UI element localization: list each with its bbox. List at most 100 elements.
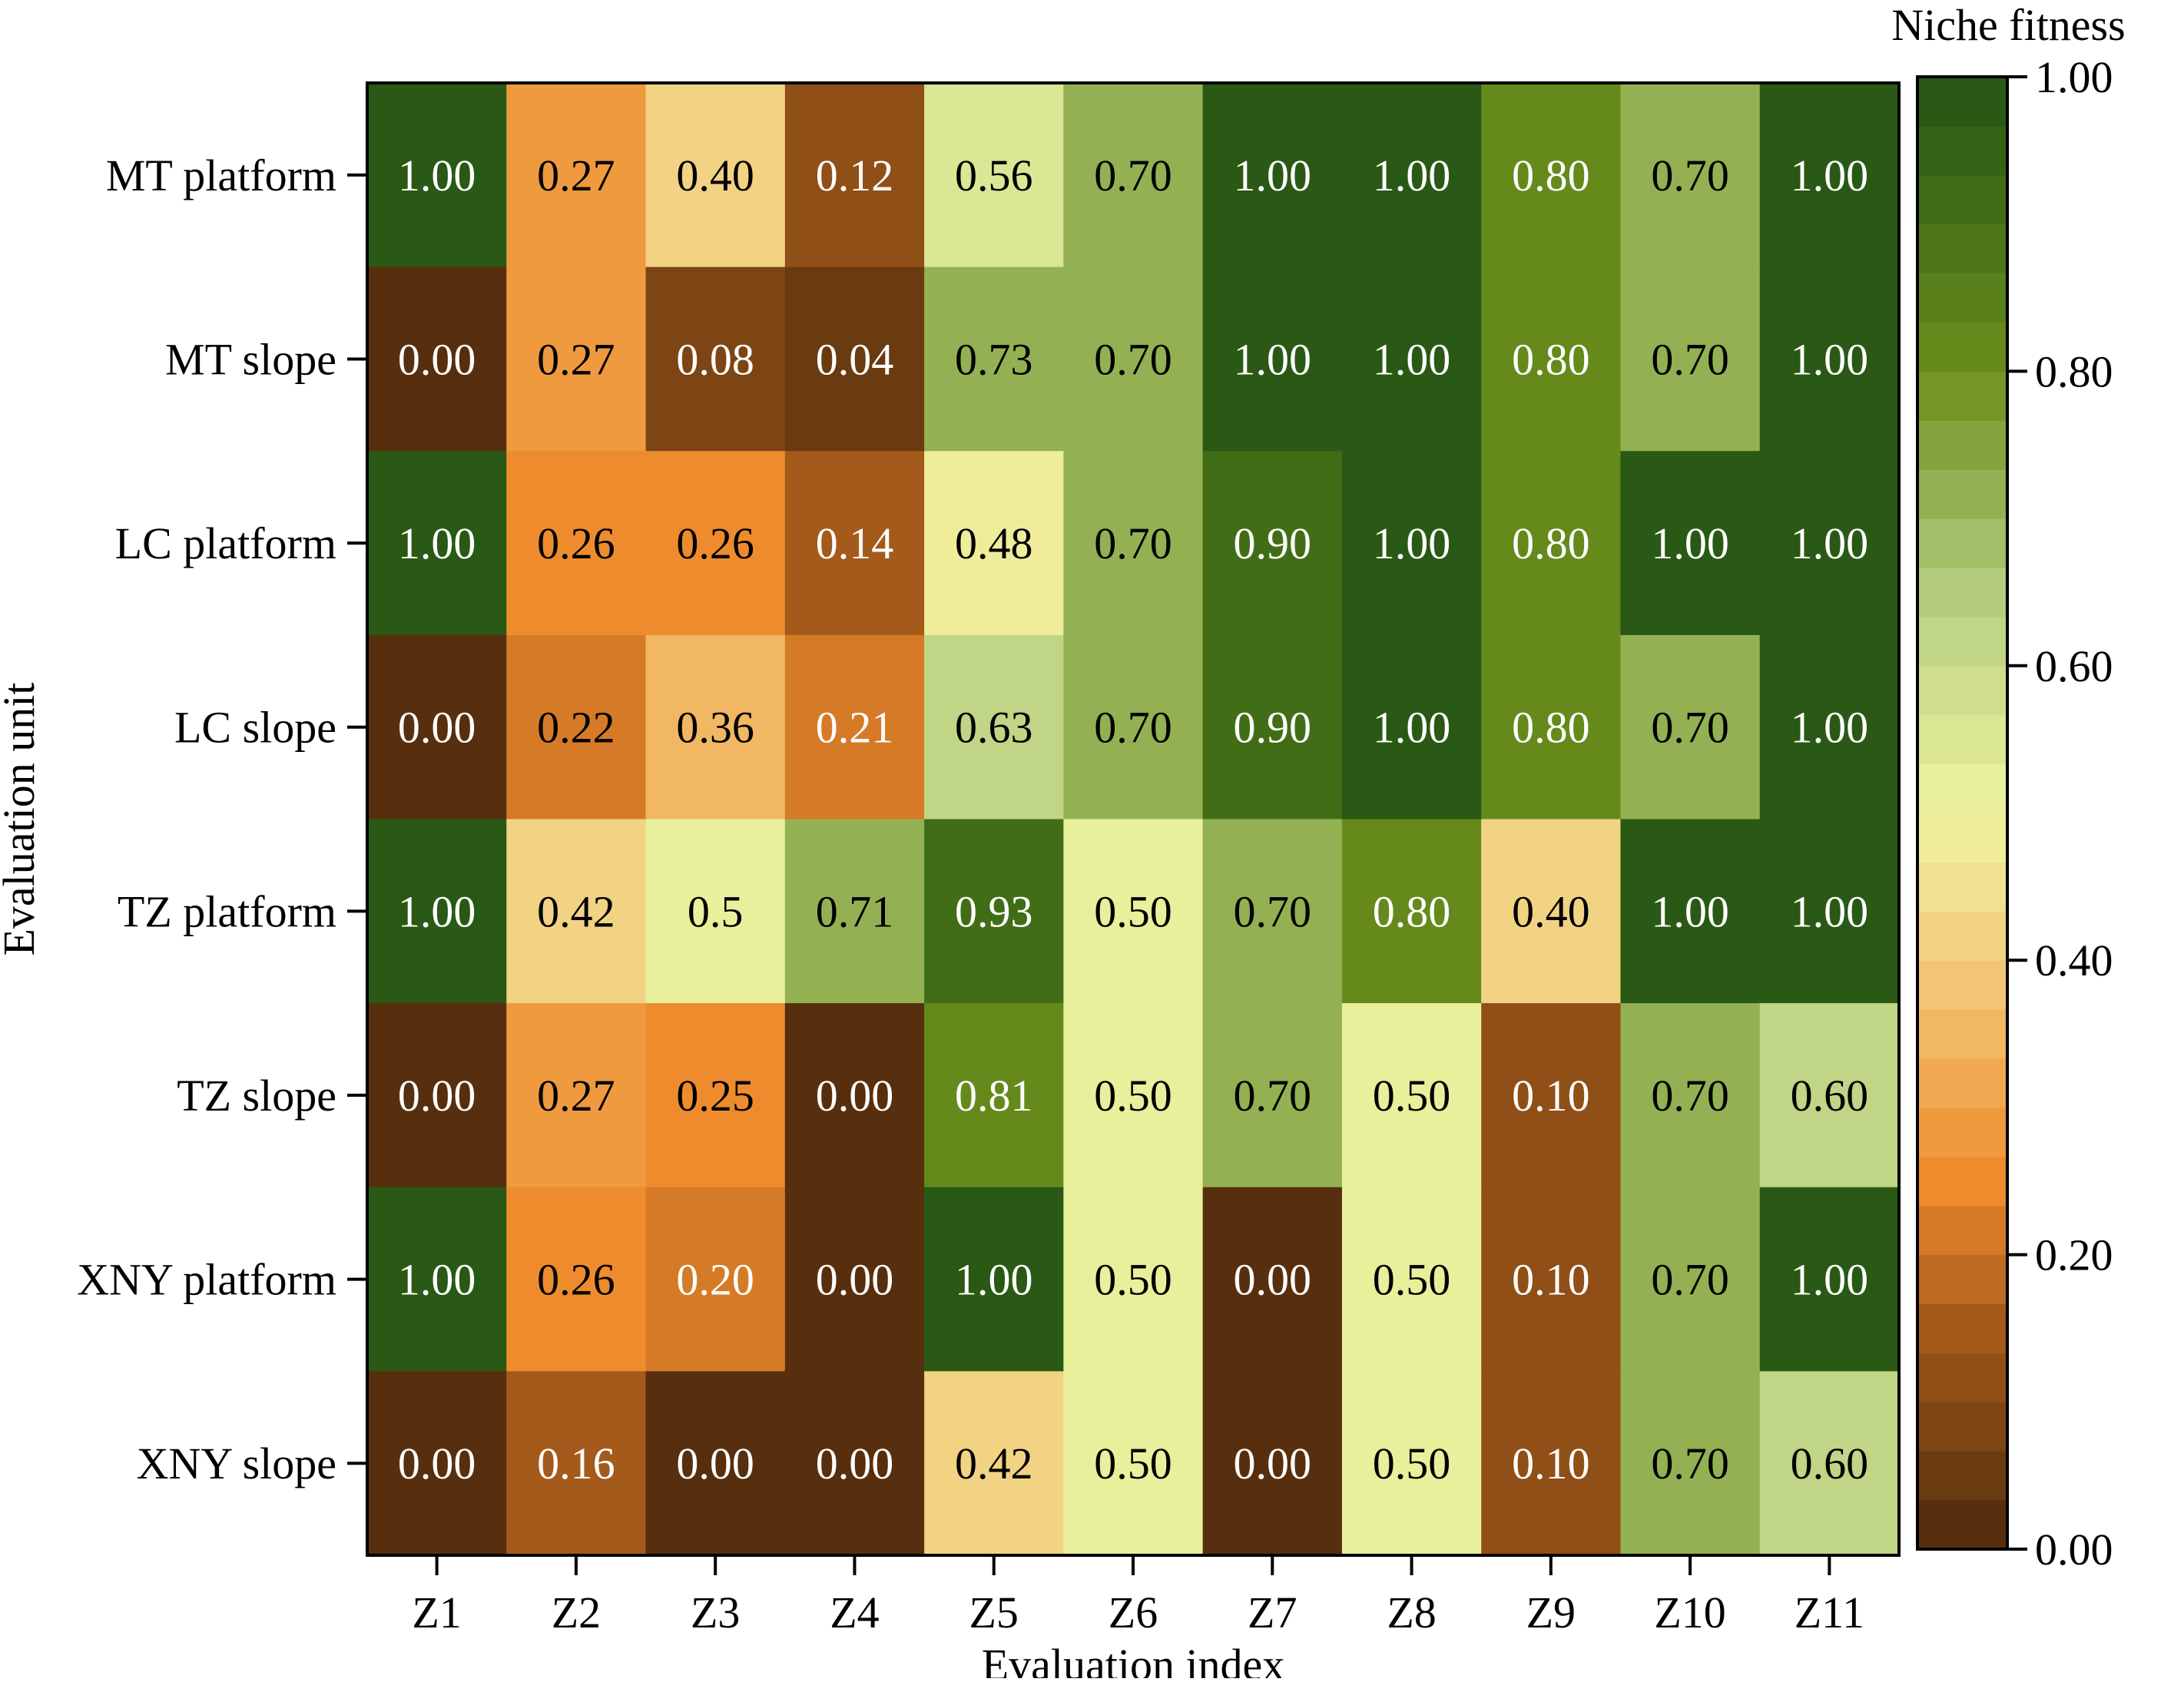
colorbar-block xyxy=(1917,420,2007,470)
y-tick-label: TZ slope xyxy=(177,1071,336,1121)
y-tick-label: LC platform xyxy=(115,518,336,568)
heatmap-cell-value: 0.70 xyxy=(1094,334,1172,384)
heatmap-cell-value: 1.00 xyxy=(398,518,476,568)
heatmap-cell-value: 1.00 xyxy=(398,1255,476,1305)
heatmap-cell xyxy=(1202,634,1343,820)
heatmap-cell xyxy=(1063,1187,1204,1372)
heatmap-cell xyxy=(924,1371,1064,1556)
heatmap-cell-value: 0.10 xyxy=(1512,1255,1590,1305)
heatmap-cell-value: 0.27 xyxy=(537,334,615,384)
x-axis: Z1 Z2 Z3 Z4 Z5 Z6 Z7 Z8 Z9 Z10 Z11 xyxy=(412,1555,1864,1637)
heatmap-cell xyxy=(1759,1187,1900,1372)
x-tick-label: Z9 xyxy=(1526,1588,1576,1637)
heatmap-cell xyxy=(645,819,786,1004)
heatmap-cell-value: 0.71 xyxy=(816,886,894,936)
colorbar-block xyxy=(1917,1254,2007,1305)
heatmap-cell-value: 0.16 xyxy=(537,1439,615,1488)
heatmap-cell xyxy=(506,83,647,268)
x-tick-label: Z6 xyxy=(1109,1588,1158,1637)
heatmap-cell-value: 1.00 xyxy=(398,886,476,936)
colorbar-block xyxy=(1917,1107,2007,1157)
heatmap-cell-value: 0.00 xyxy=(398,334,476,384)
heatmap-cell xyxy=(1063,83,1204,268)
heatmap-cell-value: 0.14 xyxy=(816,518,894,568)
heatmap-cell xyxy=(367,634,507,820)
heatmap-cell xyxy=(367,1371,507,1556)
heatmap-cell-value: 0.70 xyxy=(1234,1071,1312,1121)
colorbar-block xyxy=(1917,568,2007,618)
y-axis: MT platform MT slope LC platform LC slope TZ… xyxy=(77,151,367,1488)
heatmap-cell xyxy=(1063,1371,1204,1556)
colorbar-ticks: 0.00 0.20 0.40 0.60 0.80 1.00 xyxy=(2007,52,2113,1574)
heatmap-cell-value: 0.27 xyxy=(537,1071,615,1121)
heatmap-cell-value: 1.00 xyxy=(1373,151,1451,200)
heatmap-cell-value: 1.00 xyxy=(1373,334,1451,384)
heatmap-cell-value: 0.93 xyxy=(955,886,1033,936)
heatmap-cell-value: 1.00 xyxy=(1791,518,1869,568)
colorbar-block xyxy=(1917,1500,2007,1550)
heatmap-cell xyxy=(924,1003,1064,1188)
heatmap-cell xyxy=(1063,634,1204,820)
heatmap-cell-value: 1.00 xyxy=(1791,151,1869,200)
heatmap-cell xyxy=(924,1187,1064,1372)
heatmap-cell xyxy=(645,1003,786,1188)
heatmap-cell xyxy=(1063,267,1204,452)
heatmap-cell xyxy=(1481,83,1622,268)
heatmap-cell xyxy=(645,634,786,820)
heatmap-cell xyxy=(1481,634,1622,820)
heatmap-cell xyxy=(1759,819,1900,1004)
heatmap-cell-value: 1.00 xyxy=(1791,334,1869,384)
heatmap-cell xyxy=(1202,819,1343,1004)
heatmap-cell-value: 0.10 xyxy=(1512,1439,1590,1488)
colorbar-block xyxy=(1917,174,2007,225)
colorbar-block xyxy=(1917,911,2007,961)
heatmap-cell xyxy=(784,1187,925,1372)
heatmap-cell xyxy=(645,1187,786,1372)
heatmap-cell xyxy=(1063,819,1204,1004)
heatmap-cell xyxy=(506,1003,647,1188)
heatmap-cell-value: 0.00 xyxy=(816,1255,894,1305)
heatmap-cell-value: 1.00 xyxy=(1373,703,1451,753)
x-tick-label: Z3 xyxy=(691,1588,740,1637)
heatmap-cell-value: 0.5 xyxy=(688,886,744,936)
heatmap-cell-value: 0.12 xyxy=(816,151,894,200)
heatmap-cell-value: 0.90 xyxy=(1234,518,1312,568)
heatmap-cell xyxy=(506,634,647,820)
heatmap-cell xyxy=(645,451,786,636)
heatmap-cell xyxy=(1620,1003,1761,1188)
colorbar-tick-label: 0.40 xyxy=(2035,935,2113,985)
heatmap-cell xyxy=(1620,819,1761,1004)
colorbar-block xyxy=(1917,469,2007,519)
heatmap-cell-value: 0.26 xyxy=(537,518,615,568)
colorbar-block xyxy=(1917,518,2007,568)
colorbar-block xyxy=(1917,862,2007,912)
heatmap-cell xyxy=(1620,451,1761,636)
heatmap-cell-value: 1.00 xyxy=(955,1255,1033,1305)
colorbar-block xyxy=(1917,273,2007,323)
colorbar-tick-label: 0.20 xyxy=(2035,1230,2113,1280)
heatmap-cell-value: 0.70 xyxy=(1094,151,1172,200)
heatmap-cell xyxy=(784,451,925,636)
heatmap-cell-value: 0.70 xyxy=(1094,703,1172,753)
heatmap-cell xyxy=(1620,267,1761,452)
colorbar-block xyxy=(1917,1156,2007,1207)
heatmap-cell-value: 1.00 xyxy=(1234,334,1312,384)
heatmap-cell-value: 0.40 xyxy=(1512,886,1590,936)
y-axis-title: Evaluation unit xyxy=(0,683,44,956)
heatmap-cell-value: 0.00 xyxy=(816,1439,894,1488)
heatmap-cell-value: 0.73 xyxy=(955,334,1033,384)
heatmap-cell xyxy=(1481,819,1622,1004)
heatmap-cell xyxy=(1202,83,1343,268)
y-tick-label: MT platform xyxy=(106,151,336,200)
colorbar-block xyxy=(1917,77,2007,127)
colorbar-block xyxy=(1917,1058,2007,1108)
heatmap-cell xyxy=(784,83,925,268)
heatmap-cell-value: 0.00 xyxy=(398,703,476,753)
heatmap-cell xyxy=(784,1003,925,1188)
heatmap-cell xyxy=(1341,83,1482,268)
heatmap-cell xyxy=(1759,267,1900,452)
heatmap-cell-value: 1.00 xyxy=(1651,518,1729,568)
x-tick-label: Z10 xyxy=(1654,1588,1725,1637)
